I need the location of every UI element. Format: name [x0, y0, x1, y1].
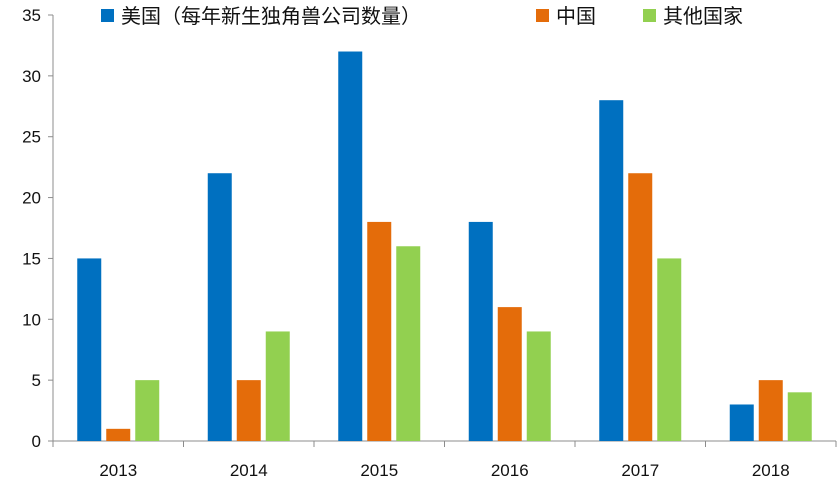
bar-other-2017: [657, 258, 682, 441]
x-tick-label: 2016: [491, 461, 529, 480]
bar-usa-2018: [729, 404, 754, 441]
y-tick-label: 0: [32, 432, 41, 451]
legend: 美国（每年新生独角兽公司数量） 中国 其他国家: [101, 4, 743, 28]
y-tick-label: 15: [22, 249, 41, 268]
x-tick-label: 2017: [621, 461, 659, 480]
bar-other-2016: [526, 331, 551, 441]
y-tick-label: 35: [22, 6, 41, 25]
bar-other-2013: [135, 380, 160, 441]
x-tick-label: 2015: [360, 461, 398, 480]
y-tick-label: 10: [22, 310, 41, 329]
legend-label-0: 美国（每年新生独角兽公司数量）: [121, 4, 421, 28]
legend-swatch-0: [101, 9, 114, 22]
y-tick-label: 25: [22, 128, 41, 147]
y-tick-label: 20: [22, 189, 41, 208]
x-axis: 2013 2014 2015 2016 2017 2018: [52, 440, 837, 480]
bar-other-2015: [396, 246, 421, 441]
x-tick-label: 2014: [230, 461, 268, 480]
bar-china-2016: [497, 307, 522, 441]
x-tick-label: 2013: [99, 461, 137, 480]
legend-label-1: 中国: [556, 4, 596, 28]
bar-china-2018: [758, 380, 783, 441]
bar-usa-2015: [338, 51, 363, 442]
x-tick-label: 2018: [752, 461, 790, 480]
legend-label-2: 其他国家: [663, 4, 743, 28]
y-axis: 0 5 10 15 20 25 30 35: [22, 6, 54, 451]
bar-china-2014: [236, 380, 261, 441]
legend-swatch-2: [643, 9, 656, 22]
bar-china-2013: [106, 428, 131, 441]
bar-usa-2014: [207, 173, 232, 441]
bar-usa-2017: [599, 100, 624, 441]
bar-china-2017: [628, 173, 653, 441]
y-tick-label: 5: [32, 371, 41, 390]
bar-other-2014: [265, 331, 290, 441]
bar-china-2015: [367, 221, 392, 441]
bars: [77, 51, 812, 442]
bar-usa-2016: [468, 221, 493, 441]
bar-other-2018: [787, 392, 812, 441]
y-tick-label: 30: [22, 67, 41, 86]
legend-swatch-1: [536, 9, 549, 22]
bar-usa-2013: [77, 258, 102, 441]
